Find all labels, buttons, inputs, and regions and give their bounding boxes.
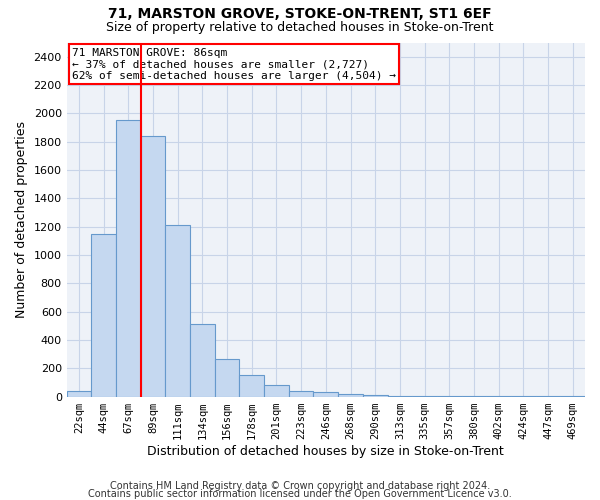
Bar [67,391,91,396]
Bar [338,394,363,396]
Bar [215,359,239,397]
Bar [289,391,313,396]
Bar [190,324,215,396]
Bar [116,120,141,396]
Bar [91,234,116,396]
X-axis label: Distribution of detached houses by size in Stoke-on-Trent: Distribution of detached houses by size … [148,444,504,458]
Text: Contains HM Land Registry data © Crown copyright and database right 2024.: Contains HM Land Registry data © Crown c… [110,481,490,491]
Y-axis label: Number of detached properties: Number of detached properties [15,121,28,318]
Bar [264,386,289,396]
Bar [363,395,388,396]
Bar [166,225,190,396]
Text: Contains public sector information licensed under the Open Government Licence v3: Contains public sector information licen… [88,489,512,499]
Bar [239,376,264,396]
Bar [141,136,166,396]
Text: 71 MARSTON GROVE: 86sqm
← 37% of detached houses are smaller (2,727)
62% of semi: 71 MARSTON GROVE: 86sqm ← 37% of detache… [72,48,396,81]
Text: Size of property relative to detached houses in Stoke-on-Trent: Size of property relative to detached ho… [106,21,494,34]
Text: 71, MARSTON GROVE, STOKE-ON-TRENT, ST1 6EF: 71, MARSTON GROVE, STOKE-ON-TRENT, ST1 6… [108,8,492,22]
Bar [313,392,338,396]
